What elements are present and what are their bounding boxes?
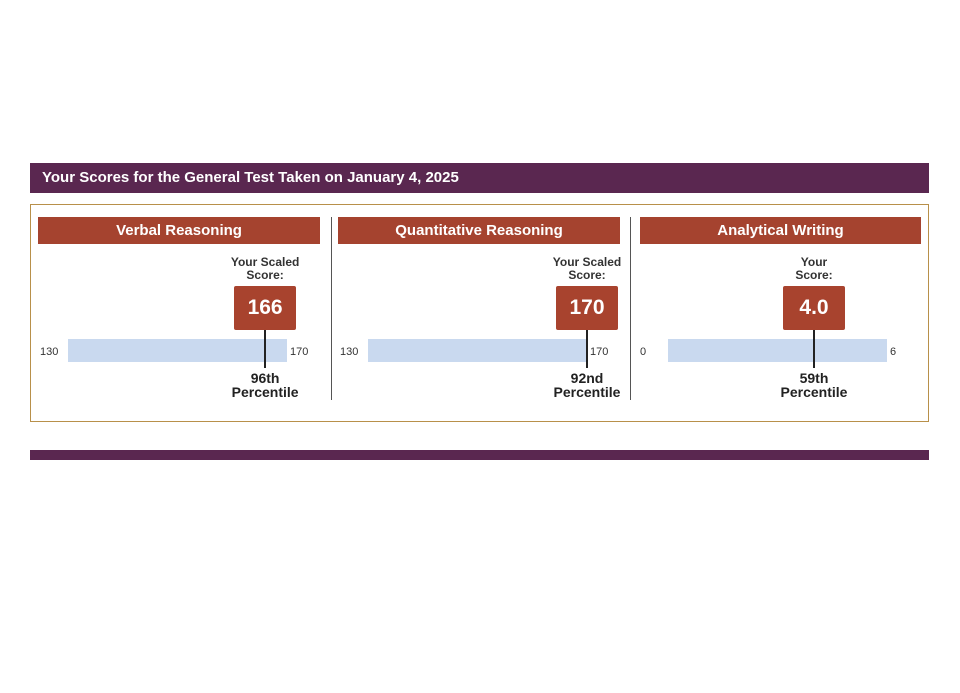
percentile: Percentile xyxy=(553,384,621,400)
score-label: Your Scaled xyxy=(230,255,300,269)
score-marker xyxy=(586,330,588,368)
score-label: Your Scaled xyxy=(552,255,622,269)
score-marker xyxy=(813,330,815,368)
scale-max: 6 xyxy=(890,346,897,358)
score-value: 170 xyxy=(556,286,618,330)
percentile: Percentile xyxy=(231,384,299,400)
scale-bar xyxy=(368,339,587,362)
percentile: 96th xyxy=(250,370,280,386)
section-header: Verbal Reasoning xyxy=(38,217,320,244)
scale-min: 130 xyxy=(40,346,59,358)
divider xyxy=(630,217,631,400)
percentile: Percentile xyxy=(780,384,848,400)
scale-max: 170 xyxy=(290,346,309,358)
scale-min: 0 xyxy=(640,346,647,358)
score-label: Score: xyxy=(568,268,606,282)
next-section-bar xyxy=(30,450,929,460)
score-label: Score: xyxy=(795,268,833,282)
scale-bar xyxy=(68,339,287,362)
section-header: Analytical Writing xyxy=(640,217,921,244)
score-label: Your xyxy=(800,255,828,269)
section-header: Quantitative Reasoning xyxy=(338,217,620,244)
scale-max: 170 xyxy=(590,346,609,358)
scale-bar xyxy=(668,339,887,362)
score-value: 4.0 xyxy=(783,286,845,330)
percentile: 59th xyxy=(799,370,829,386)
scale-min: 130 xyxy=(340,346,359,358)
scores-panel xyxy=(30,204,929,422)
title-bar: Your Scores for the General Test Taken o… xyxy=(30,163,929,193)
score-value: 166 xyxy=(234,286,297,330)
divider xyxy=(331,217,332,400)
percentile: 92nd xyxy=(570,370,604,386)
score-label: Score: xyxy=(246,268,284,282)
score-marker xyxy=(264,330,266,368)
